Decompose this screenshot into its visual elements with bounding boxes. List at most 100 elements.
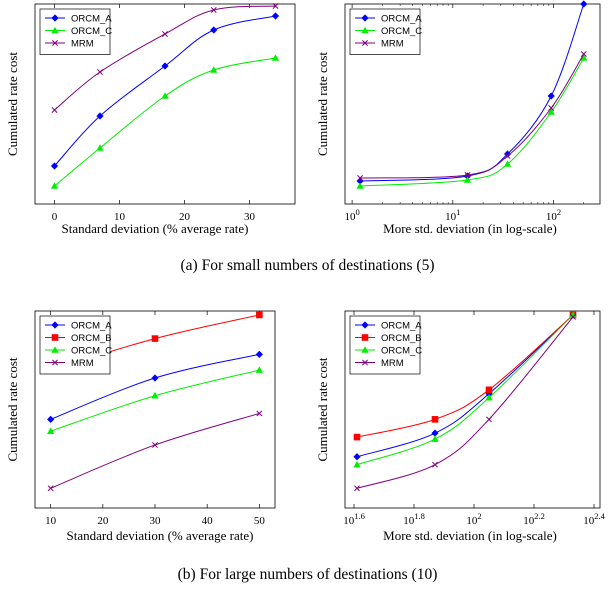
triangle-marker <box>50 182 59 189</box>
triangle-marker <box>485 393 493 401</box>
cross-marker <box>152 442 158 448</box>
tick-exponent: 1.8 <box>414 511 425 521</box>
x-tick-label: 10 <box>114 211 126 223</box>
cross-marker <box>51 107 58 113</box>
triangle-marker <box>210 66 218 73</box>
diamond-marker <box>210 26 218 34</box>
diamond-marker <box>431 429 439 437</box>
y-axis-label: Cumulated rate cost <box>5 357 20 461</box>
triangle-marker <box>353 460 361 468</box>
diamond-marker <box>361 321 369 329</box>
x-tick-label: 50 <box>254 515 266 527</box>
x-axis-label: Standard deviation (% average rate) <box>67 528 254 543</box>
caption-bottom: (b) For large numbers of destinations (1… <box>177 566 438 583</box>
tick-base: 10 <box>445 211 457 223</box>
tick-base: 10 <box>583 515 595 527</box>
cross-marker <box>162 31 168 37</box>
y-axis-label: Cumulated rate cost <box>315 357 330 461</box>
triangle-marker <box>151 391 159 399</box>
triangle-marker <box>161 92 169 99</box>
triangle-marker <box>271 54 280 61</box>
series-line-ORCM_C <box>356 314 574 466</box>
legend-label: ORCM_A <box>381 320 422 331</box>
series-MRM <box>51 3 279 113</box>
tick-exponent: 2.2 <box>534 511 545 521</box>
x-tick-label: 102.4 <box>583 511 605 527</box>
cross-marker <box>570 313 576 320</box>
x-tick-label: 20 <box>97 515 109 527</box>
series-MRM <box>354 313 576 492</box>
x-axis-label: More std. deviation (in log-scale) <box>383 528 557 543</box>
diamond-marker <box>47 415 55 423</box>
square-marker <box>431 416 439 423</box>
legend-label: MRM <box>381 358 404 369</box>
triangle-marker <box>580 54 588 61</box>
tick-exponent: 1 <box>456 207 460 217</box>
tick-base: 10 <box>546 211 558 223</box>
cross-marker <box>354 485 360 492</box>
legend-label: ORCM_A <box>71 13 112 24</box>
diamond-marker <box>361 14 369 22</box>
triangle-marker <box>463 176 472 183</box>
legend-box <box>349 315 421 375</box>
x-tick-label: 10 <box>45 515 57 527</box>
series-line-MRM <box>356 316 574 489</box>
square-marker <box>353 433 361 441</box>
cross-marker <box>52 40 58 46</box>
cross-marker <box>357 175 364 181</box>
x-tick-label: 102 <box>546 207 561 223</box>
diamond-marker <box>463 172 472 180</box>
triangle-marker <box>356 182 364 189</box>
tick-base: 10 <box>466 515 478 527</box>
triangle-marker <box>47 427 55 434</box>
cross-marker <box>47 485 54 492</box>
square-marker <box>361 334 369 341</box>
tick-base: 10 <box>523 515 535 527</box>
diamond-marker <box>161 62 169 70</box>
x-tick-label: 0 <box>52 211 58 223</box>
diamond-marker <box>51 14 59 22</box>
square-marker <box>256 311 263 319</box>
series-ORCM_A <box>356 0 588 185</box>
triangle-marker <box>569 311 577 318</box>
series-line-MRM <box>50 412 260 489</box>
tick-exponent: 0 <box>355 207 359 217</box>
series-line-ORCM_C <box>360 57 585 187</box>
triangle-marker <box>255 366 263 373</box>
tick-exponent: 1.6 <box>354 511 365 521</box>
legend-label: MRM <box>381 38 404 49</box>
cross-marker <box>210 7 217 13</box>
series-line-MRM <box>360 53 585 179</box>
diamond-marker <box>580 0 588 8</box>
diamond-marker <box>50 162 59 170</box>
square-marker <box>485 386 493 394</box>
x-tick-label: 40 <box>202 515 214 527</box>
series-line-ORCM_A <box>356 314 574 458</box>
legend-box <box>39 8 111 55</box>
diamond-marker <box>51 321 59 329</box>
x-tick-label: 101 <box>445 207 460 223</box>
caption-top: (a) For small numbers of destinations (5… <box>180 257 435 274</box>
diamond-marker <box>356 177 364 185</box>
diamond-marker <box>353 453 361 461</box>
triangle-marker <box>51 346 59 353</box>
diamond-marker <box>271 12 280 20</box>
x-tick-label: 101.8 <box>403 511 425 527</box>
triangle-marker <box>51 26 59 34</box>
series-ORCM_C <box>356 54 588 189</box>
x-axis-label: More std. deviation (in log-scale) <box>383 221 557 236</box>
series-ORCM_C <box>353 311 577 468</box>
diamond-marker <box>547 92 555 100</box>
legend-label: ORCM_C <box>71 345 112 356</box>
x-tick-label: 100 <box>344 207 359 223</box>
legend-label: ORCM_B <box>381 333 422 344</box>
x-tick-label: 101.6 <box>343 511 365 527</box>
legend-label: ORCM_C <box>381 26 422 37</box>
legend-box <box>39 315 111 375</box>
plot-frame <box>34 3 296 205</box>
